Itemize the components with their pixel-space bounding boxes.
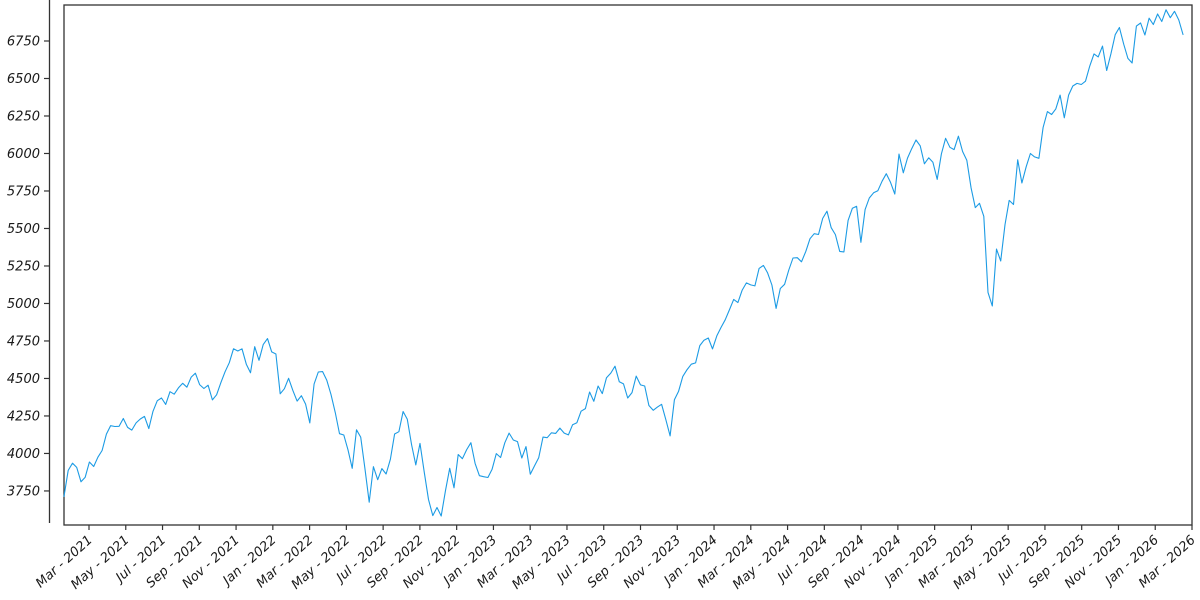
y-tick-label: 5250	[7, 259, 40, 274]
price-line	[63, 9, 1184, 517]
y-tick-label: 5000	[7, 297, 40, 312]
y-tick-label: 6000	[7, 147, 40, 162]
y-tick-label: 6500	[7, 72, 40, 87]
plot-frame	[63, 4, 1193, 526]
y-tick-label: 4000	[7, 447, 40, 462]
y-tick-label: 4500	[7, 372, 40, 387]
y-tick-label: 5750	[7, 184, 40, 199]
y-tick-label: 5500	[7, 222, 40, 237]
y-tick-label: 6250	[7, 109, 40, 124]
y-tick-label: 3750	[7, 484, 40, 499]
y-tick-label: 6750	[7, 34, 40, 49]
y-tick-label: 4250	[7, 409, 40, 424]
y-tick-label: 4750	[7, 334, 40, 349]
